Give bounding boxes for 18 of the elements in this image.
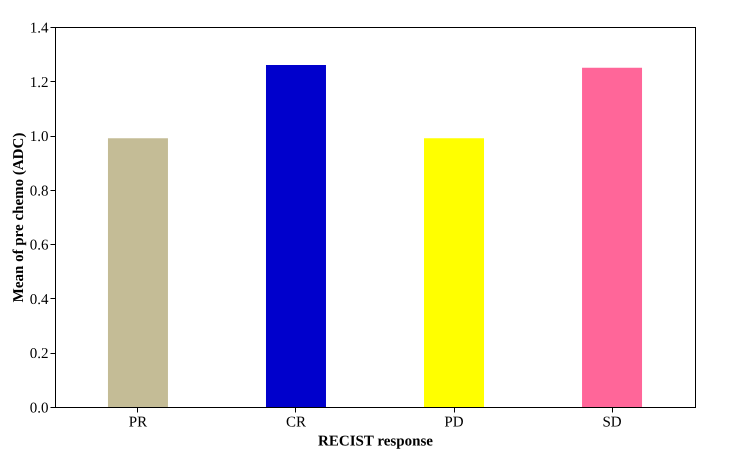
y-tick-label: 1.4 <box>30 20 49 36</box>
y-tick-label: 1.2 <box>30 74 48 91</box>
bar <box>424 138 484 407</box>
y-tick-label: 0.0 <box>30 400 48 416</box>
y-tick-label: 1.0 <box>30 129 48 146</box>
y-tick-label: 0.4 <box>30 292 49 308</box>
bar <box>266 65 326 407</box>
x-tick-label: PR <box>128 414 148 430</box>
y-tick-label: 0.8 <box>30 183 48 200</box>
bar <box>582 68 642 407</box>
x-axis-title: RECIST response <box>318 434 434 450</box>
x-tick-label: SD <box>602 414 622 430</box>
bar <box>108 138 168 407</box>
x-tick-label: CR <box>286 414 306 430</box>
x-tick-label: PD <box>444 414 464 430</box>
y-axis-title: Mean of pre chemo (ADC) <box>10 132 27 302</box>
y-tick-label: 0.2 <box>30 346 48 362</box>
y-tick-label: 0.6 <box>30 238 49 254</box>
